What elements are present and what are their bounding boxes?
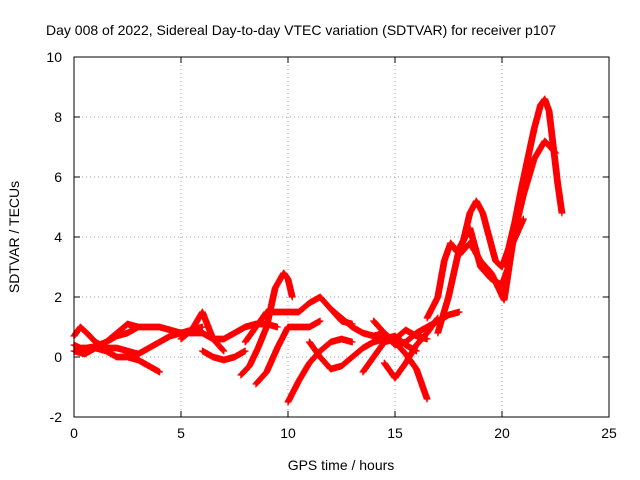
x-tick-label: 10 (280, 425, 296, 441)
x-axis-label: GPS time / hours (288, 457, 395, 473)
series-track-17 (434, 137, 559, 337)
series-track-9 (252, 317, 324, 388)
x-tick-label: 25 (601, 425, 617, 441)
series-track-7 (237, 269, 296, 379)
x-tick-label: 5 (177, 425, 185, 441)
y-tick-label: 6 (54, 169, 62, 185)
y-tick-label: -2 (50, 409, 63, 425)
axis-ticks: 0 5 10 15 20 25 -2 0 2 4 6 8 10 (46, 49, 617, 441)
series-track-13 (359, 326, 431, 376)
x-tick-label: 20 (494, 425, 510, 441)
y-tick-label: 0 (54, 349, 62, 365)
series-track-18 (455, 215, 527, 304)
y-axis-label: SDTVAR / TECUs (6, 181, 22, 293)
series-track-16 (423, 95, 566, 322)
chart-title: Day 008 of 2022, Sidereal Day-to-day VTE… (46, 22, 556, 38)
x-tick-label: 15 (387, 425, 403, 441)
y-tick-label: 8 (54, 109, 62, 125)
y-tick-label: 10 (46, 49, 62, 65)
series-track-10 (284, 335, 356, 406)
series-track-6 (199, 347, 249, 364)
y-tick-label: 4 (54, 229, 62, 245)
x-tick-label: 0 (70, 425, 78, 441)
data-series (70, 95, 566, 406)
y-tick-label: 2 (54, 289, 62, 305)
grid-lines (74, 57, 609, 417)
series-track-5 (177, 308, 228, 355)
